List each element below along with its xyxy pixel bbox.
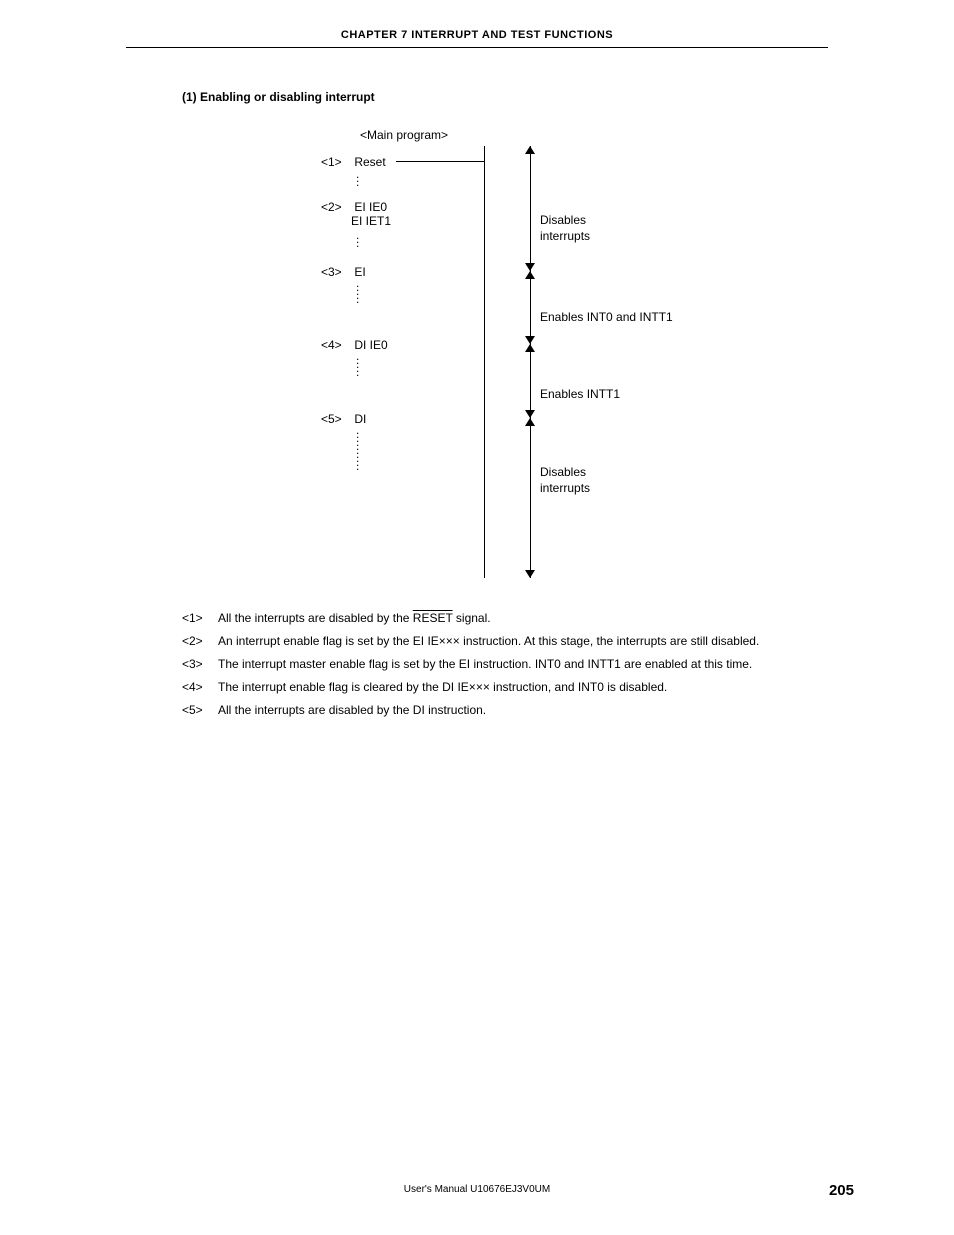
step-1: <1> Reset bbox=[321, 155, 386, 169]
dots: ... bbox=[356, 233, 359, 245]
page-number: 205 bbox=[829, 1182, 854, 1199]
annot-text: interrupts bbox=[540, 229, 590, 243]
explain-item-5: <5> All the interrupts are disabled by t… bbox=[182, 699, 904, 722]
explain-text: The interrupt master enable flag is set … bbox=[218, 653, 752, 676]
explanation-list: <1> All the interrupts are disabled by t… bbox=[182, 607, 904, 722]
step-2-num: <2> bbox=[321, 200, 351, 214]
explain-num: <4> bbox=[182, 676, 218, 699]
annot-enables-int0: Enables INT0 and INTT1 bbox=[540, 309, 673, 325]
explain-num: <5> bbox=[182, 699, 218, 722]
step-4-num: <4> bbox=[321, 338, 351, 352]
annot-enables-intt1: Enables INTT1 bbox=[540, 386, 620, 402]
dots: ..... bbox=[356, 354, 359, 374]
arrow-head-icon bbox=[525, 271, 535, 279]
step-2-line1: EI IE0 bbox=[354, 200, 387, 214]
explain-item-2: <2> An interrupt enable flag is set by t… bbox=[182, 630, 904, 653]
arrow-head-icon bbox=[525, 146, 535, 154]
explain-text: An interrupt enable flag is set by the E… bbox=[218, 630, 759, 653]
step-5: <5> DI bbox=[321, 412, 366, 426]
explain-text: The interrupt enable flag is cleared by … bbox=[218, 676, 667, 699]
explain-text: All the interrupts are disabled by the D… bbox=[218, 699, 486, 722]
text-fragment: signal. bbox=[453, 611, 491, 625]
step-1-text: Reset bbox=[354, 155, 385, 169]
explain-item-4: <4> The interrupt enable flag is cleared… bbox=[182, 676, 904, 699]
footer-manual-id: User's Manual U10676EJ3V0UM bbox=[0, 1184, 954, 1195]
annot-text: interrupts bbox=[540, 481, 590, 495]
step-5-num: <5> bbox=[321, 412, 351, 426]
step-1-num: <1> bbox=[321, 155, 351, 169]
main-program-label: <Main program> bbox=[360, 128, 448, 142]
reset-signal: RESET bbox=[413, 611, 453, 625]
explain-text: All the interrupts are disabled by the R… bbox=[218, 607, 491, 630]
annot-disables-1: Disables interrupts bbox=[540, 212, 590, 244]
reset-connector bbox=[396, 161, 484, 162]
section-title: (1) Enabling or disabling interrupt bbox=[182, 90, 375, 104]
text-fragment: All the interrupts are disabled by the bbox=[218, 611, 413, 625]
explain-num: <2> bbox=[182, 630, 218, 653]
explain-item-3: <3> The interrupt master enable flag is … bbox=[182, 653, 904, 676]
program-flow-line bbox=[484, 146, 485, 578]
chapter-header: CHAPTER 7 INTERRUPT AND TEST FUNCTIONS bbox=[126, 29, 828, 48]
step-3-num: <3> bbox=[321, 265, 351, 279]
dots: .......... bbox=[356, 428, 359, 468]
state-line bbox=[530, 146, 531, 578]
arrow-head-icon bbox=[525, 570, 535, 578]
step-2: <2> EI IE0 EI IET1 bbox=[321, 200, 391, 228]
explain-item-1: <1> All the interrupts are disabled by t… bbox=[182, 607, 904, 630]
step-4-text: DI IE0 bbox=[354, 338, 387, 352]
explain-num: <1> bbox=[182, 607, 218, 630]
arrow-head-icon bbox=[525, 418, 535, 426]
annot-text: Disables bbox=[540, 465, 586, 479]
arrow-head-icon bbox=[525, 344, 535, 352]
dots: ... bbox=[356, 172, 359, 184]
dots: ..... bbox=[356, 281, 359, 301]
arrow-head-icon bbox=[525, 263, 535, 271]
step-4: <4> DI IE0 bbox=[321, 338, 388, 352]
annot-text: Disables bbox=[540, 213, 586, 227]
arrow-head-icon bbox=[525, 410, 535, 418]
step-2-line2: EI IET1 bbox=[351, 214, 391, 228]
interrupt-diagram: <Main program> <1> Reset ... <2> EI IE0 … bbox=[312, 128, 732, 588]
explain-num: <3> bbox=[182, 653, 218, 676]
arrow-head-icon bbox=[525, 336, 535, 344]
annot-disables-2: Disables interrupts bbox=[540, 464, 590, 496]
